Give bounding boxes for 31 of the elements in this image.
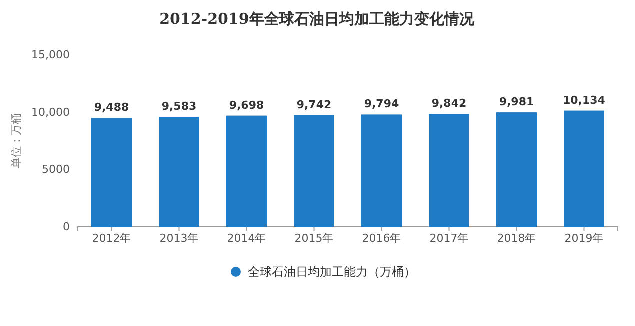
x-tick-label: 2019年 (564, 232, 604, 245)
bar (564, 110, 604, 227)
x-tick-label: 2017年 (430, 232, 469, 245)
data-label: 10,134 (563, 94, 606, 107)
data-label: 9,794 (364, 98, 400, 111)
x-tick-label: 2013年 (160, 232, 199, 245)
y-tick-label: 10,000 (32, 106, 70, 119)
bar (159, 117, 200, 227)
y-tick-label: 15,000 (32, 48, 70, 62)
x-tick-label: 2018年 (497, 232, 536, 245)
y-axis-title: 单位：万桶 (10, 114, 23, 168)
data-label: 9,742 (296, 98, 332, 112)
bar (429, 114, 470, 227)
data-label: 9,583 (162, 100, 197, 114)
y-tick-label: 0 (63, 220, 70, 234)
data-label: 9,842 (432, 97, 467, 110)
chart-title: 2012-2019年全球石油日均加工能力变化情况 (160, 10, 476, 28)
bar (362, 114, 402, 227)
x-tick-label: 2012年 (92, 232, 132, 245)
legend-label: 全球石油日均加工能力（万桶） (248, 265, 416, 279)
bar (92, 118, 132, 227)
bar (496, 112, 537, 227)
data-label: 9,698 (229, 98, 264, 112)
data-label: 9,488 (94, 101, 130, 114)
data-label: 9,981 (499, 96, 534, 109)
x-tick-label: 2015年 (294, 232, 334, 245)
x-tick-label: 2014年 (227, 232, 266, 245)
bar (226, 116, 267, 227)
bar (294, 115, 334, 227)
x-tick-label: 2016年 (362, 232, 402, 245)
y-tick-label: 5000 (42, 163, 70, 176)
